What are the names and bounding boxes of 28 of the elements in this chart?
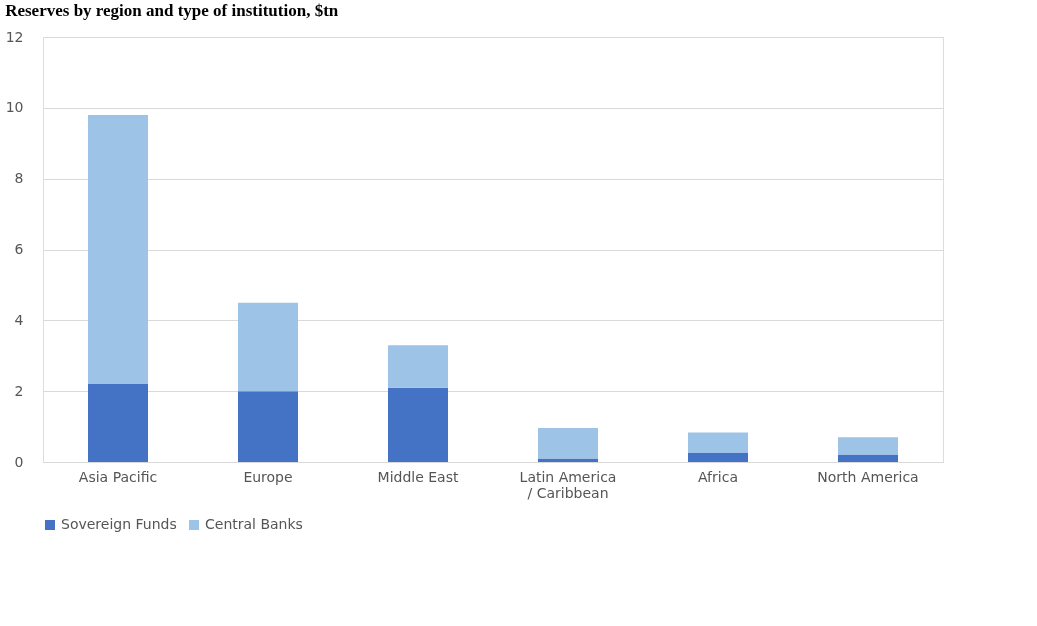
bar — [238, 391, 298, 462]
legend-label: Sovereign Funds — [61, 516, 177, 532]
bar — [688, 452, 748, 462]
bar — [688, 432, 748, 453]
legend-label: Central Banks — [205, 516, 303, 532]
bar — [88, 384, 148, 462]
y-tick-label: 8 — [14, 170, 24, 187]
x-tick-label: Europe — [243, 468, 293, 485]
y-tick-label: 10 — [5, 99, 24, 116]
y-tick-label: 12 — [5, 28, 24, 45]
x-tick-label: Asia Pacific — [78, 468, 158, 485]
y-tick-label: 6 — [14, 241, 24, 257]
y-tick-label: 2 — [14, 382, 24, 399]
y-tick-label: 0 — [14, 453, 24, 470]
x-tick-label: North America — [817, 468, 919, 485]
bar — [88, 114, 148, 385]
x-tick-label: Africa — [698, 468, 738, 485]
bar — [838, 437, 898, 455]
bar — [838, 454, 898, 462]
bar — [538, 458, 598, 462]
bar — [388, 387, 448, 462]
chart-title: Reserves by region and type of institution, $tn — [5, 1, 339, 20]
bar — [388, 345, 448, 388]
bar — [538, 428, 598, 459]
x-tick-label: Latin America / Caribbean — [519, 468, 617, 501]
x-tick-label: Middle East — [377, 468, 459, 485]
bar — [238, 302, 298, 392]
y-tick-label: 4 — [14, 311, 24, 328]
